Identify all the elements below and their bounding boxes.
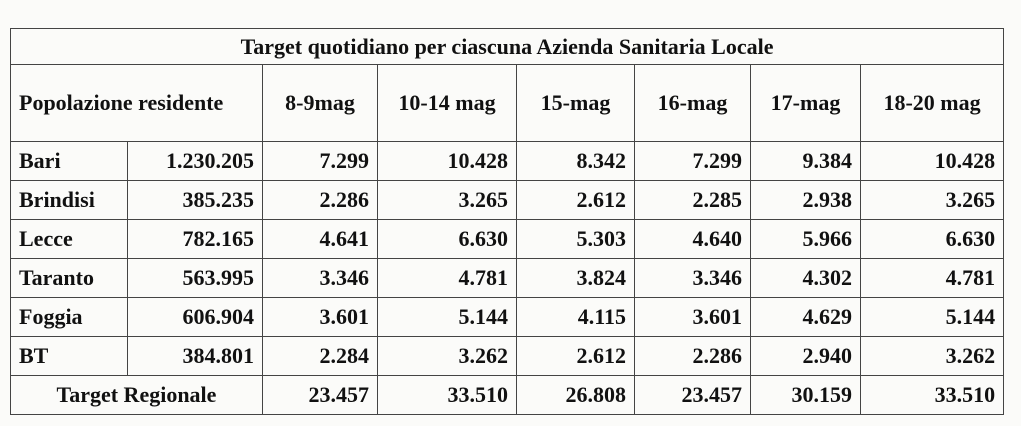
target-value: 3.265 xyxy=(859,180,1005,220)
title-row: Target quotidiano per ciascuna Azienda S… xyxy=(9,28,1005,65)
target-value: 2.612 xyxy=(516,336,635,376)
header-row: Popolazione residente 8-9mag 10-14 mag 15-m… xyxy=(10,64,1005,142)
total-value: 33.510 xyxy=(859,375,1005,415)
target-value: 2.612 xyxy=(516,180,635,220)
target-value: 3.265 xyxy=(377,180,517,220)
target-value: 4.302 xyxy=(750,258,861,298)
target-value: 2.284 xyxy=(262,336,378,376)
target-value: 3.346 xyxy=(634,258,751,298)
target-value: 2.286 xyxy=(634,336,751,376)
target-value: 8.342 xyxy=(516,141,635,181)
target-value: 3.824 xyxy=(516,258,635,298)
total-value: 26.808 xyxy=(516,375,635,415)
target-value: 3.601 xyxy=(262,297,378,337)
population: 606.904 xyxy=(127,297,263,337)
population: 563.995 xyxy=(127,258,263,298)
data-row: BT 384.801 2.284 3.262 2.612 2.286 2.940 3.262 xyxy=(10,336,1005,376)
target-value: 7.299 xyxy=(634,141,751,181)
column-header: 8-9mag xyxy=(262,64,378,142)
population: 782.165 xyxy=(127,219,263,259)
total-value: 23.457 xyxy=(262,375,378,415)
data-row: Foggia 606.904 3.601 5.144 4.115 3.601 4.629 5.… xyxy=(10,297,1005,337)
table-container: Target quotidiano per ciascuna Azienda S… xyxy=(9,28,1005,415)
asl-name: Bari xyxy=(10,141,128,181)
asl-name: Brindisi xyxy=(10,180,128,220)
total-label: Target Regionale xyxy=(10,375,263,415)
target-value: 5.303 xyxy=(516,219,635,259)
data-row: Brindisi 385.235 2.286 3.265 2.612 2.285 2.938… xyxy=(10,180,1005,220)
target-value: 10.428 xyxy=(377,141,517,181)
data-row: Taranto 563.995 3.346 4.781 3.824 3.346 4.302 4… xyxy=(10,258,1005,298)
data-row: Bari 1.230.205 7.299 10.428 8.342 7.299 9.384 1… xyxy=(10,141,1005,181)
target-value: 2.285 xyxy=(634,180,751,220)
table-title: Target quotidiano per ciascuna Azienda S… xyxy=(9,28,1005,65)
target-value: 3.262 xyxy=(377,336,517,376)
target-value: 2.940 xyxy=(750,336,861,376)
target-value: 6.630 xyxy=(859,219,1005,259)
target-value: 3.601 xyxy=(634,297,751,337)
column-header: 18-20 mag xyxy=(859,64,1005,142)
target-value: 4.629 xyxy=(750,297,861,337)
target-value: 10.428 xyxy=(859,141,1005,181)
asl-name: Lecce xyxy=(10,219,128,259)
column-header: 16-mag xyxy=(634,64,751,142)
total-value: 23.457 xyxy=(634,375,751,415)
asl-name: BT xyxy=(10,336,128,376)
population-header: Popolazione residente xyxy=(10,64,263,142)
column-header: 15-mag xyxy=(516,64,635,142)
population: 385.235 xyxy=(127,180,263,220)
target-value: 4.115 xyxy=(516,297,635,337)
target-value: 4.641 xyxy=(262,219,378,259)
total-row: Target Regionale 23.457 33.510 26.808 23.457… xyxy=(10,375,1005,415)
target-table: Target quotidiano per ciascuna Azienda S… xyxy=(9,28,1005,415)
target-value: 3.262 xyxy=(859,336,1005,376)
target-value: 4.781 xyxy=(859,258,1005,298)
total-value: 33.510 xyxy=(377,375,517,415)
target-value: 3.346 xyxy=(262,258,378,298)
target-value: 6.630 xyxy=(377,219,517,259)
target-value: 7.299 xyxy=(262,141,378,181)
target-value: 4.781 xyxy=(377,258,517,298)
column-header: 10-14 mag xyxy=(377,64,517,142)
target-value: 5.144 xyxy=(859,297,1005,337)
total-value: 30.159 xyxy=(750,375,861,415)
target-value: 5.966 xyxy=(750,219,861,259)
target-value: 4.640 xyxy=(634,219,751,259)
column-header: 17-mag xyxy=(750,64,861,142)
data-row: Lecce 782.165 4.641 6.630 5.303 4.640 5.966 6.6… xyxy=(10,219,1005,259)
population: 384.801 xyxy=(127,336,263,376)
target-value: 2.286 xyxy=(262,180,378,220)
target-value: 9.384 xyxy=(750,141,861,181)
target-value: 2.938 xyxy=(750,180,861,220)
asl-name: Foggia xyxy=(10,297,128,337)
population: 1.230.205 xyxy=(127,141,263,181)
target-value: 5.144 xyxy=(377,297,517,337)
asl-name: Taranto xyxy=(10,258,128,298)
